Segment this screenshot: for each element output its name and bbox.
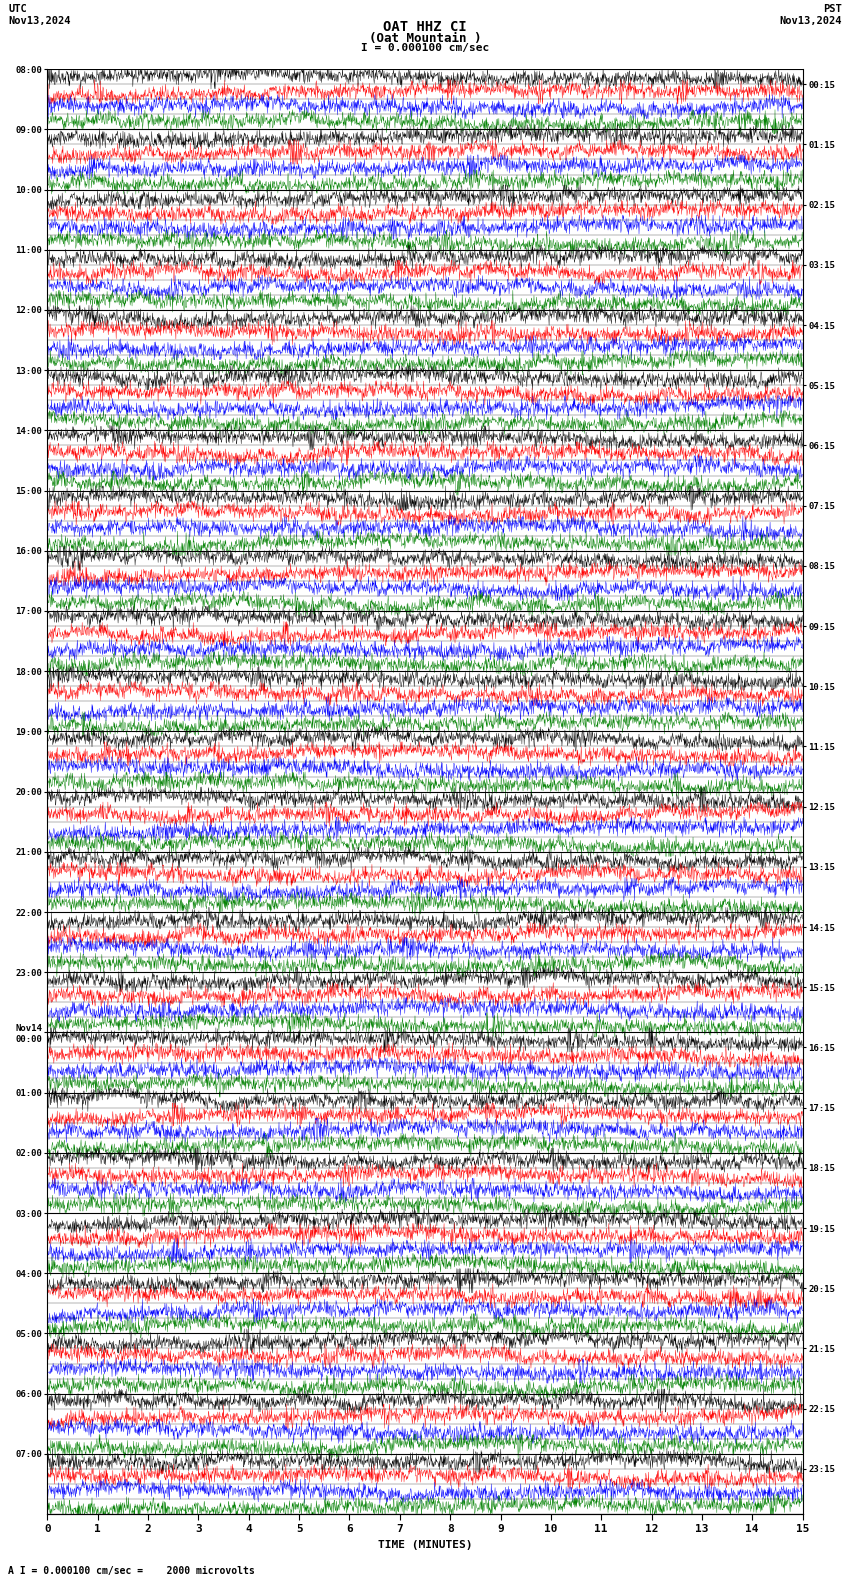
Text: OAT HHZ CI: OAT HHZ CI <box>383 19 467 33</box>
Text: Nov13,2024: Nov13,2024 <box>779 16 842 25</box>
Text: I = 0.000100 cm/sec: I = 0.000100 cm/sec <box>361 43 489 52</box>
Text: UTC: UTC <box>8 3 27 14</box>
Text: Nov13,2024: Nov13,2024 <box>8 16 71 25</box>
Text: PST: PST <box>823 3 842 14</box>
Text: (Oat Mountain ): (Oat Mountain ) <box>369 32 481 44</box>
X-axis label: TIME (MINUTES): TIME (MINUTES) <box>377 1540 473 1551</box>
Text: A I = 0.000100 cm/sec =    2000 microvolts: A I = 0.000100 cm/sec = 2000 microvolts <box>8 1567 255 1576</box>
